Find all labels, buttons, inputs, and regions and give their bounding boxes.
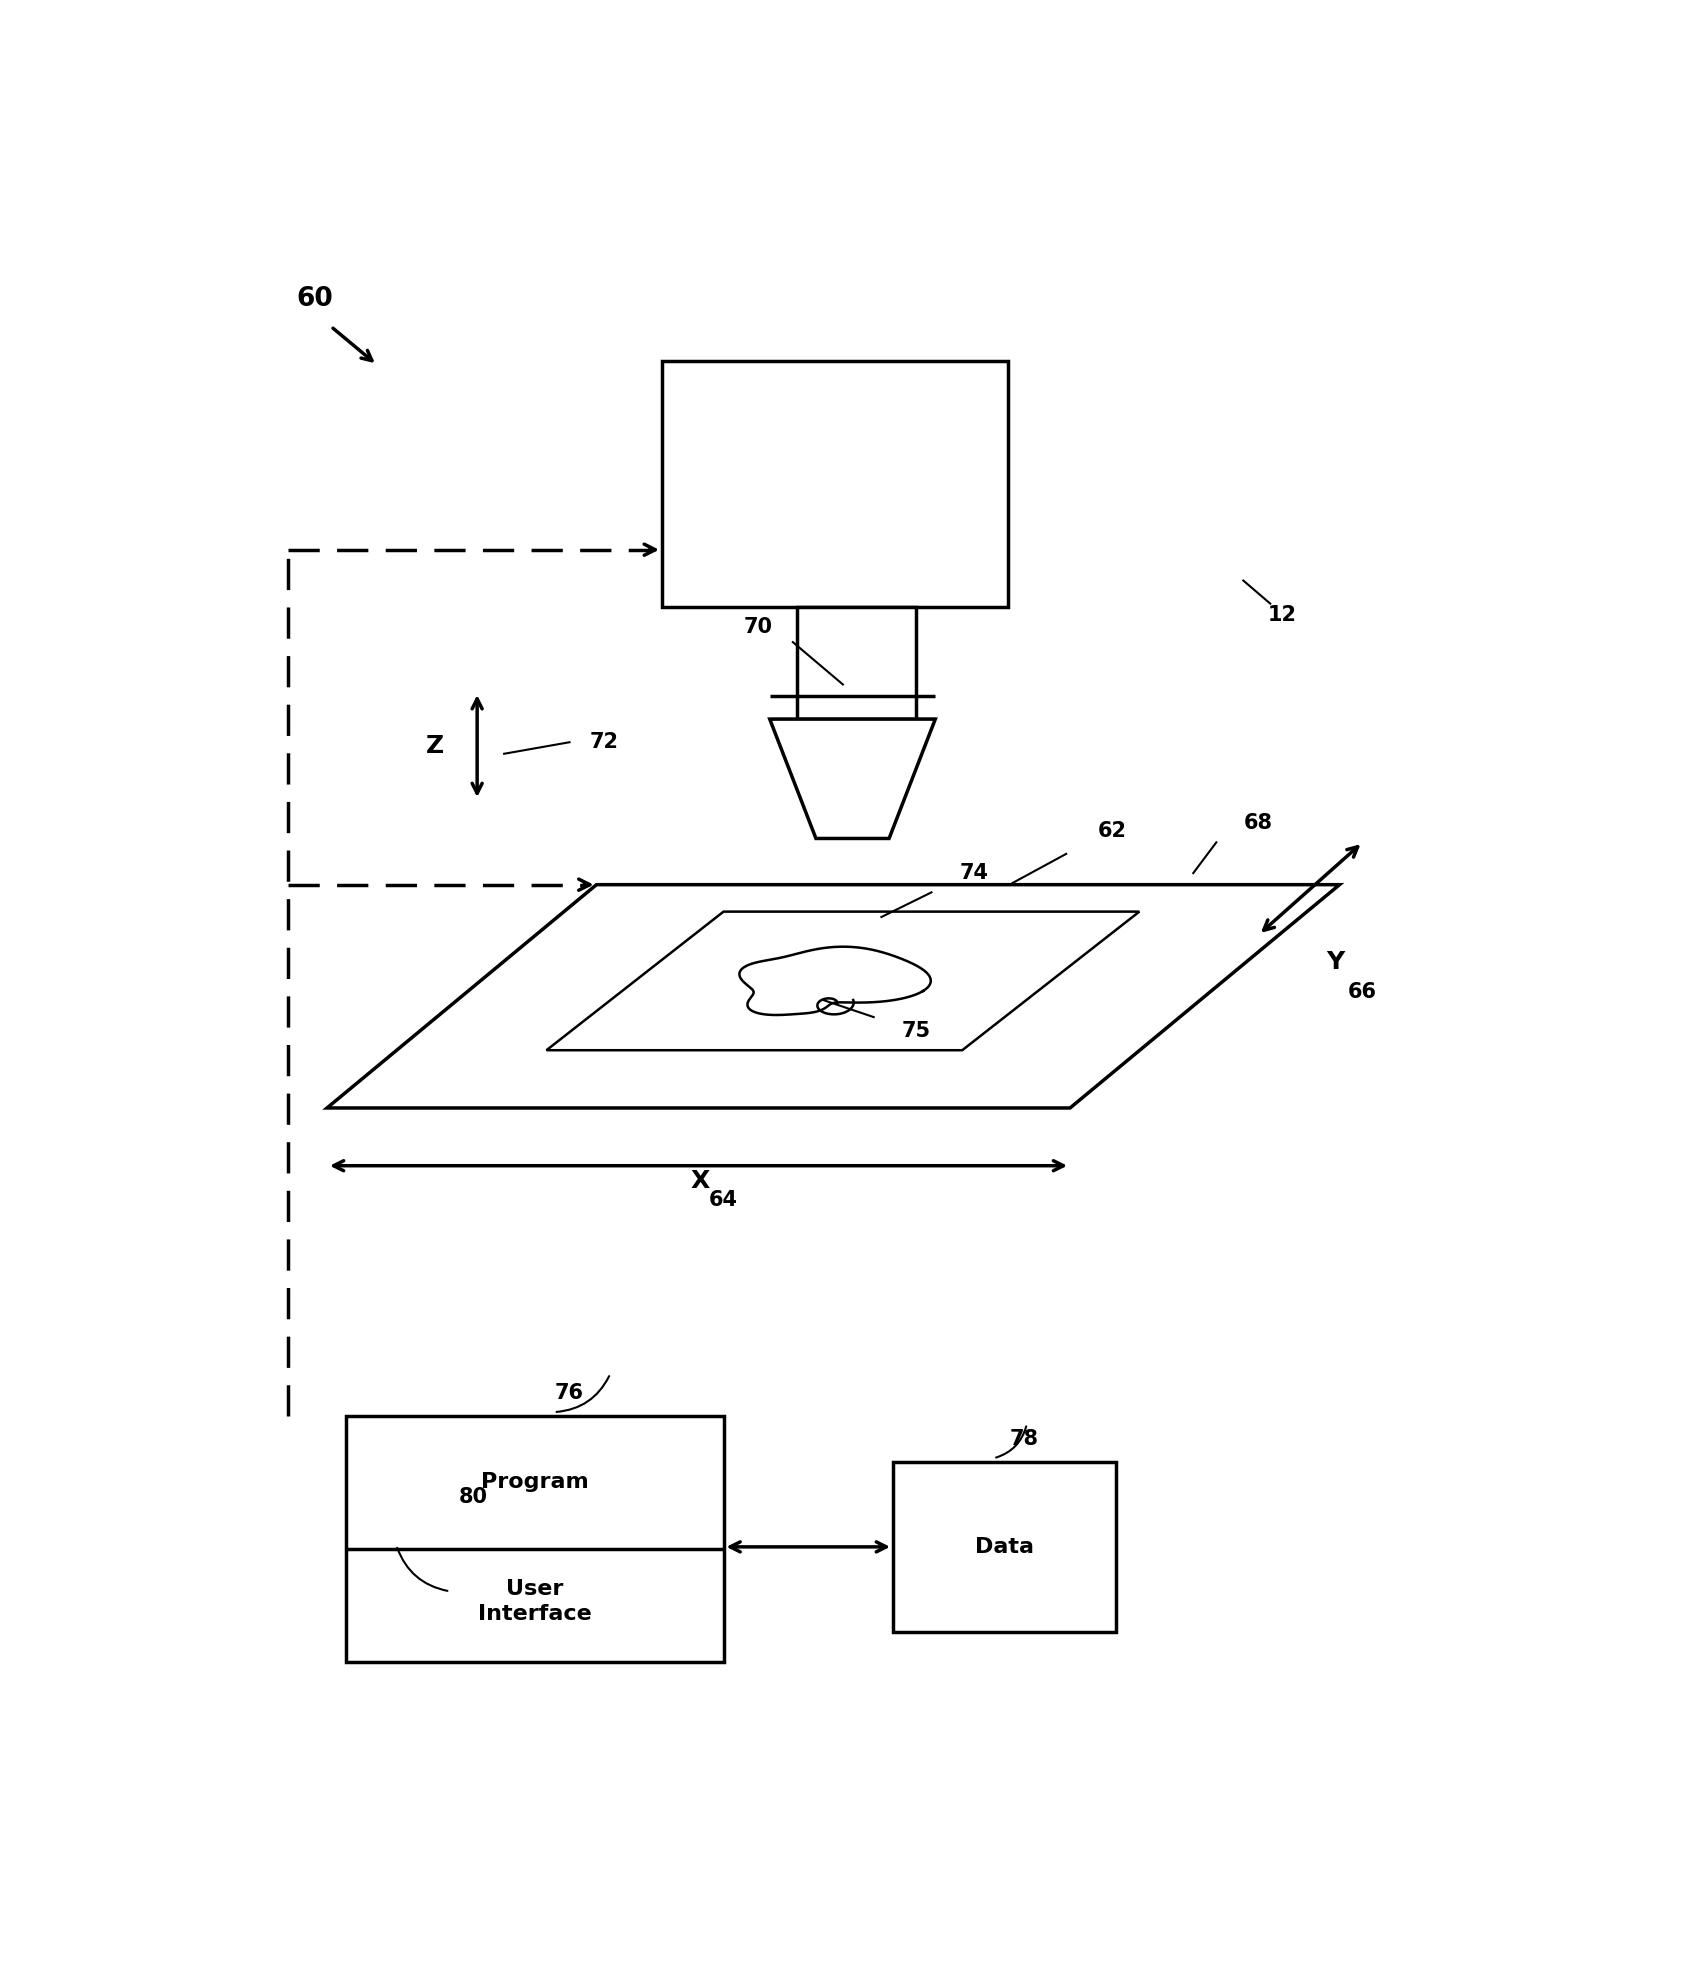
Text: Z: Z	[426, 734, 444, 758]
Text: User
Interface: User Interface	[478, 1580, 591, 1623]
Text: 12: 12	[1267, 605, 1295, 624]
Text: 64: 64	[709, 1190, 738, 1211]
Bar	[893, 1462, 1116, 1631]
Text: 70: 70	[743, 616, 772, 636]
Bar	[346, 1415, 723, 1663]
Text: 78: 78	[1010, 1429, 1039, 1449]
Bar	[797, 607, 915, 718]
Text: X: X	[691, 1170, 709, 1194]
Text: 74: 74	[959, 864, 988, 883]
Text: Data: Data	[975, 1537, 1034, 1557]
Bar	[662, 361, 1008, 607]
Text: 75: 75	[902, 1021, 931, 1040]
Text: 66: 66	[1348, 982, 1377, 1003]
Text: 60: 60	[296, 287, 333, 312]
Text: 80: 80	[459, 1486, 488, 1508]
Text: 76: 76	[556, 1382, 584, 1404]
Text: 62: 62	[1098, 821, 1127, 840]
Polygon shape	[740, 946, 931, 1015]
Polygon shape	[770, 718, 936, 838]
Text: Program: Program	[481, 1472, 589, 1492]
Text: Y: Y	[1326, 950, 1344, 974]
Text: 68: 68	[1245, 813, 1274, 832]
Polygon shape	[547, 911, 1140, 1050]
Polygon shape	[328, 885, 1339, 1107]
Text: 72: 72	[589, 732, 618, 752]
